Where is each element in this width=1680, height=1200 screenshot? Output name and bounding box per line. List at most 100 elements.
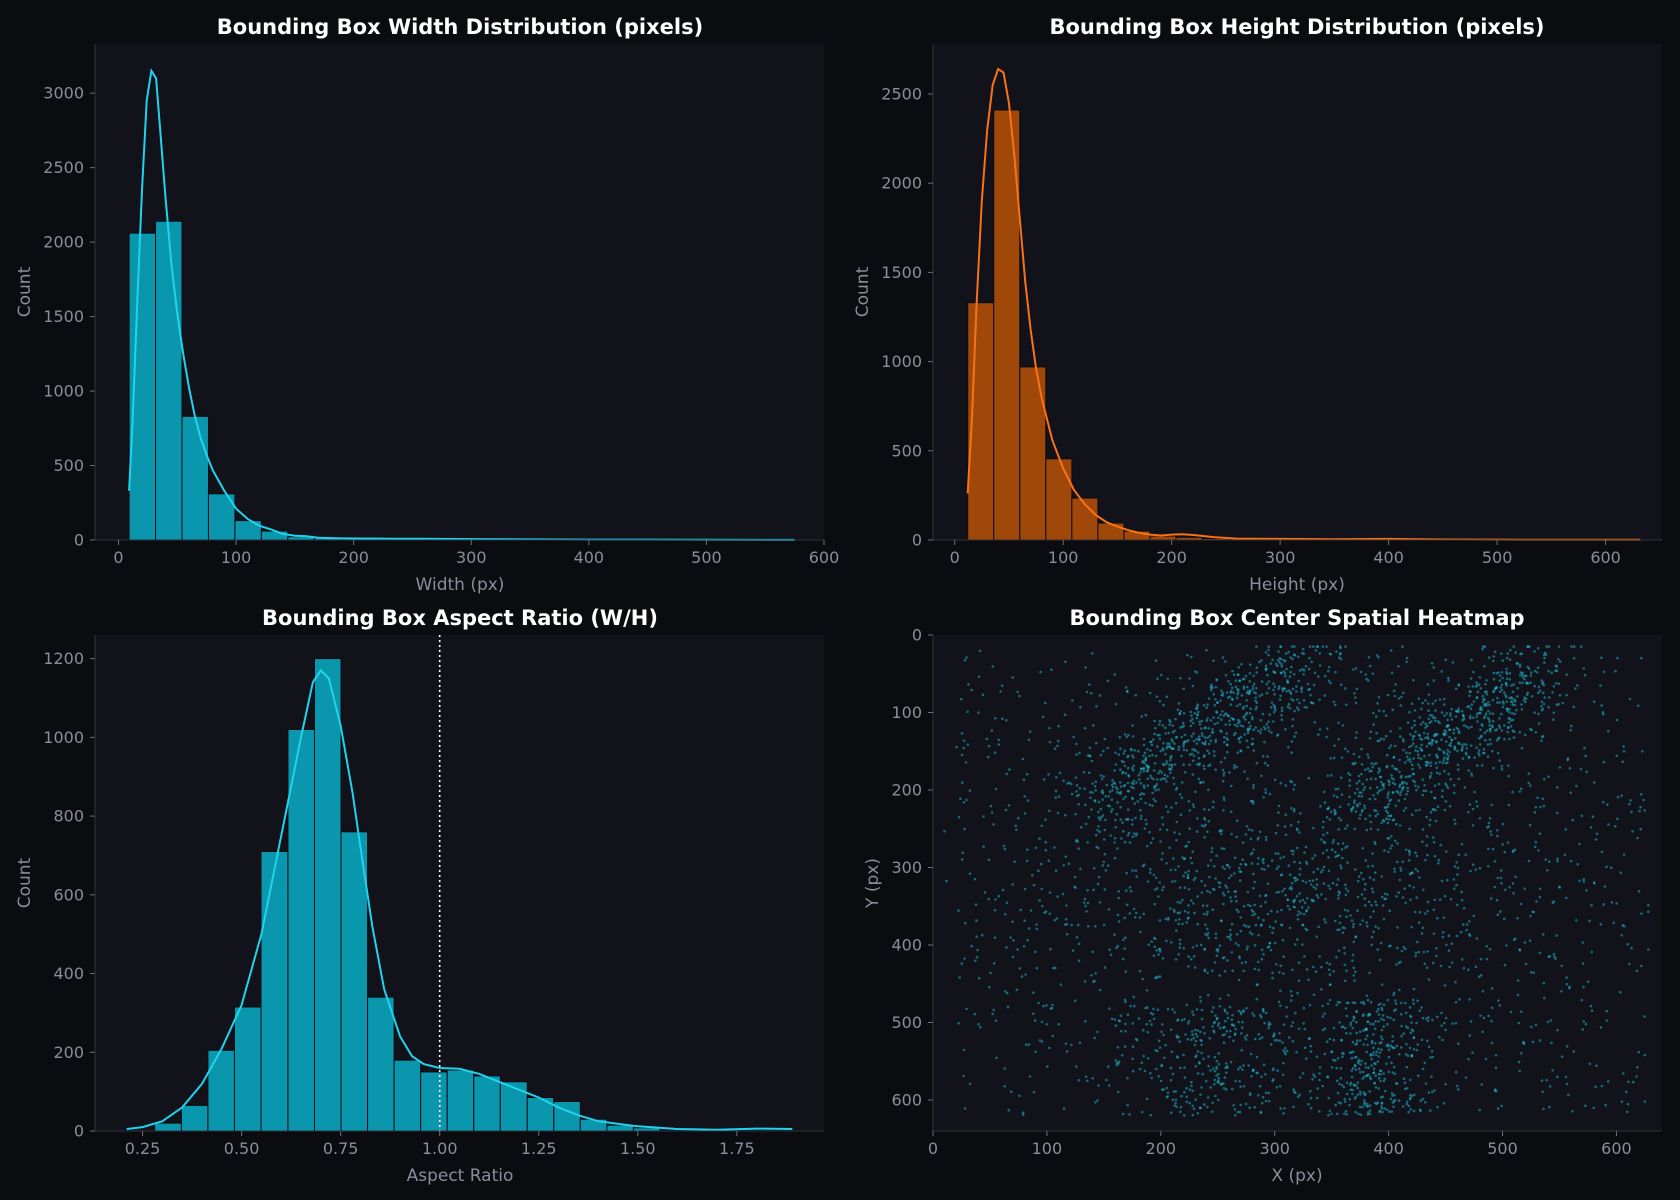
heatmap-point xyxy=(1605,865,1608,869)
heatmap-point xyxy=(1053,966,1057,970)
heatmap-point xyxy=(1188,809,1191,812)
heatmap-point xyxy=(1352,1083,1356,1086)
heatmap-point xyxy=(1001,888,1005,892)
height-bar xyxy=(1045,458,1073,541)
heatmap-point xyxy=(1488,727,1492,731)
heatmap-point xyxy=(1181,856,1184,859)
heatmap-point xyxy=(1396,926,1399,929)
heatmap-point xyxy=(1220,829,1223,832)
heatmap-point xyxy=(1252,886,1255,890)
heatmap-point xyxy=(1064,1042,1068,1046)
heatmap-point xyxy=(1273,693,1276,696)
heatmap-point xyxy=(1349,1021,1353,1025)
heatmap-point xyxy=(1320,870,1323,874)
heatmap-point xyxy=(1235,908,1238,911)
heatmap-point xyxy=(1311,857,1314,860)
heatmap-point xyxy=(1323,694,1327,697)
heatmap-point xyxy=(1292,699,1295,702)
heatmap-point xyxy=(1189,719,1192,723)
heatmap-point xyxy=(1144,759,1147,762)
heatmap-point xyxy=(1232,717,1235,721)
heatmap-point xyxy=(1309,693,1312,697)
heatmap-point xyxy=(1117,920,1121,923)
heatmap-point xyxy=(1259,731,1262,735)
heatmap-point xyxy=(1119,768,1122,771)
heatmap-point xyxy=(1216,950,1220,953)
heatmap-point xyxy=(1344,893,1348,897)
heatmap-point xyxy=(1042,778,1046,781)
heatmap-point xyxy=(1236,1068,1240,1071)
height-bar xyxy=(993,109,1021,541)
heatmap-point xyxy=(1062,1107,1066,1110)
heatmap-point xyxy=(1158,975,1162,978)
heatmap-point xyxy=(1357,1058,1361,1062)
heatmap-point xyxy=(1115,790,1119,794)
heatmap-point xyxy=(1152,873,1156,877)
heatmap-point xyxy=(1446,757,1450,760)
heatmap-point xyxy=(1380,1048,1383,1051)
heatmap-point xyxy=(1226,1066,1229,1069)
heatmap-point xyxy=(961,851,964,855)
heatmap-point xyxy=(1242,685,1246,689)
width-y-tick-label: 2000 xyxy=(43,233,84,252)
heatmap-point xyxy=(1387,802,1390,806)
heatmap-point xyxy=(1392,1018,1395,1021)
heatmap-point xyxy=(1500,712,1503,716)
width-x-tick-label: 500 xyxy=(691,548,722,567)
heatmap-point xyxy=(1334,855,1337,859)
heatmap-point xyxy=(1288,873,1292,877)
heatmap-point xyxy=(1627,1080,1630,1084)
heatmap-point xyxy=(1636,836,1639,840)
heatmap-point xyxy=(1517,1021,1521,1025)
heatmap-point xyxy=(992,1008,995,1012)
heatmap-point xyxy=(1218,829,1222,832)
heatmap-point xyxy=(1496,696,1499,700)
aspect-y-tick-label: 1200 xyxy=(43,649,84,668)
heatmap-point xyxy=(1339,864,1342,867)
heatmap-point xyxy=(1354,868,1357,871)
heatmap-point xyxy=(1411,998,1415,1002)
heatmap-point xyxy=(1462,923,1465,926)
heatmap-point xyxy=(1161,852,1164,855)
heatmap-point xyxy=(1268,792,1272,796)
heatmap-point xyxy=(1420,932,1424,935)
heatmap-point xyxy=(1276,824,1279,827)
heatmap-point xyxy=(1544,653,1548,656)
heatmap-point xyxy=(1050,668,1053,671)
heatmap-point xyxy=(1292,1105,1295,1109)
heatmap-point xyxy=(1210,1010,1214,1013)
heatmap-point xyxy=(1398,878,1402,882)
heatmap-point xyxy=(1170,768,1173,771)
heatmap-point xyxy=(1527,667,1531,670)
heatmap-point xyxy=(1481,700,1485,704)
heatmap-point xyxy=(1045,1004,1048,1007)
heatmap-point xyxy=(1353,1064,1357,1067)
heatmap-point xyxy=(1221,768,1225,772)
height-y-label: Count xyxy=(853,266,873,317)
heatmap-point xyxy=(993,751,997,754)
heatmap-y-tick-label: 0 xyxy=(912,626,922,645)
heatmap-point xyxy=(1095,845,1098,849)
heatmap-point xyxy=(1248,690,1252,694)
heatmap-point xyxy=(1187,965,1190,968)
heatmap-point xyxy=(1292,905,1296,909)
heatmap-point xyxy=(1457,768,1460,771)
heatmap-point xyxy=(1388,780,1391,784)
heatmap-point xyxy=(1325,831,1329,835)
heatmap-point xyxy=(1113,933,1116,936)
heatmap-point xyxy=(965,1007,968,1011)
heatmap-point xyxy=(1374,925,1377,928)
heatmap-point xyxy=(1412,757,1415,760)
heatmap-point xyxy=(1201,741,1204,745)
heatmap-point xyxy=(1511,882,1515,885)
heatmap-point xyxy=(1585,889,1588,892)
heatmap-point xyxy=(1125,871,1128,875)
heatmap-point xyxy=(1526,665,1529,669)
heatmap-point xyxy=(1172,1090,1176,1093)
heatmap-point xyxy=(1170,747,1174,750)
heatmap-point xyxy=(1202,704,1206,707)
heatmap-point xyxy=(1372,1033,1375,1036)
heatmap-point xyxy=(1213,864,1216,868)
heatmap-point xyxy=(1296,655,1300,659)
heatmap-point xyxy=(1457,707,1460,710)
